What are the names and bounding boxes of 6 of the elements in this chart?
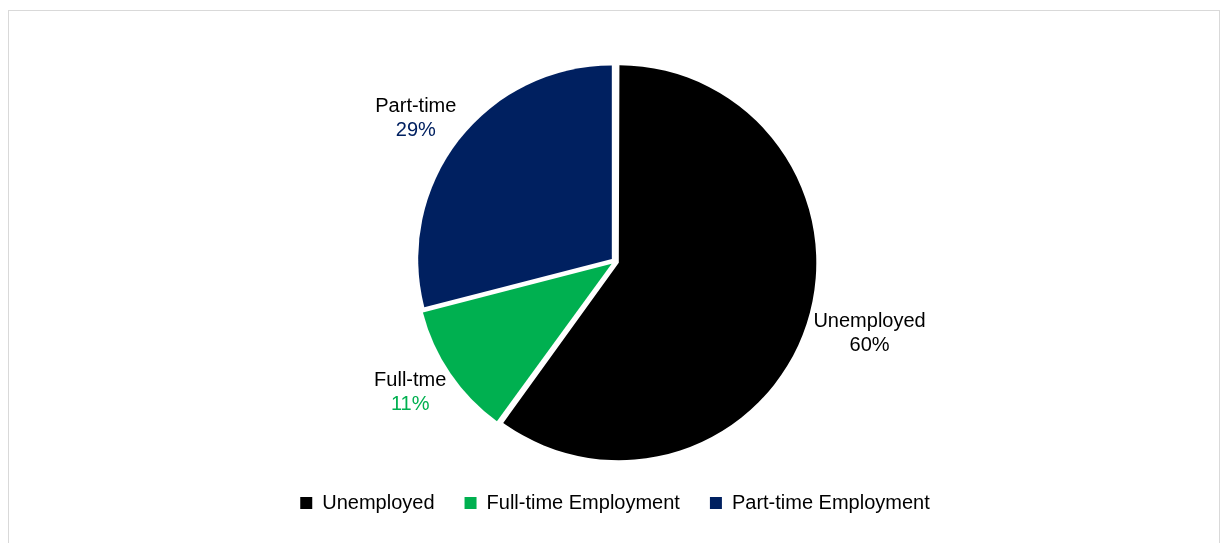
legend-label: Full-time Employment — [486, 490, 681, 513]
data-label: Part-time 29% — [375, 93, 457, 140]
legend-label: Part-time Employment — [731, 490, 931, 513]
legend-label: Unemployed — [322, 490, 435, 513]
data-label: Full-tme 11% — [374, 368, 447, 415]
data-label: Unemployed 60% — [813, 309, 926, 356]
